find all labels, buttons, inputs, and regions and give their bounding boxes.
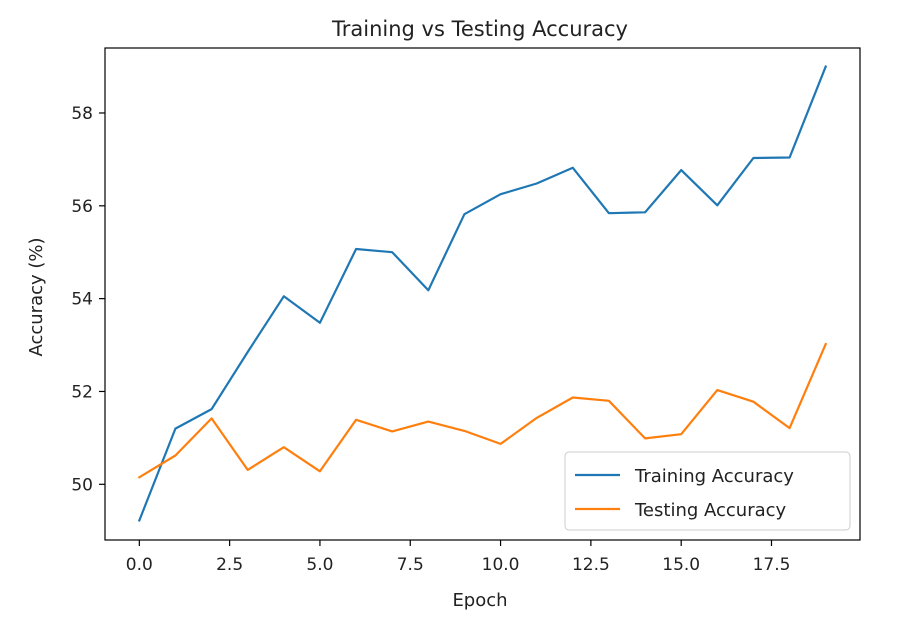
- x-tick-label: 7.5: [397, 555, 424, 575]
- x-tick-label: 2.5: [216, 555, 243, 575]
- x-tick-label: 10.0: [482, 555, 520, 575]
- legend-label: Testing Accuracy: [634, 500, 787, 521]
- legend: Training Accuracy Testing Accuracy: [564, 451, 851, 531]
- x-tick-label: 0.0: [126, 555, 153, 575]
- x-tick-label: 5.0: [306, 555, 333, 575]
- chart-title: Training vs Testing Accuracy: [331, 17, 628, 41]
- plot-frame: [104, 47, 861, 541]
- legend-box: [564, 451, 851, 531]
- y-tick-label: 52: [71, 382, 93, 402]
- series-line-training-accuracy: [137, 65, 828, 522]
- x-tick-label: 12.5: [572, 555, 610, 575]
- x-axis-title: Epoch: [452, 590, 507, 611]
- x-tick-label: 17.5: [753, 555, 791, 575]
- y-tick-label: 54: [71, 290, 93, 310]
- y-axis-title: Accuracy (%): [26, 237, 47, 356]
- series-line-testing-accuracy: [137, 342, 828, 479]
- y-tick-label: 56: [71, 197, 93, 217]
- legend-label: Training Accuracy: [634, 466, 794, 487]
- x-tick-label: 15.0: [662, 555, 700, 575]
- y-tick-label: 58: [71, 104, 93, 124]
- y-tick-label: 50: [71, 475, 93, 495]
